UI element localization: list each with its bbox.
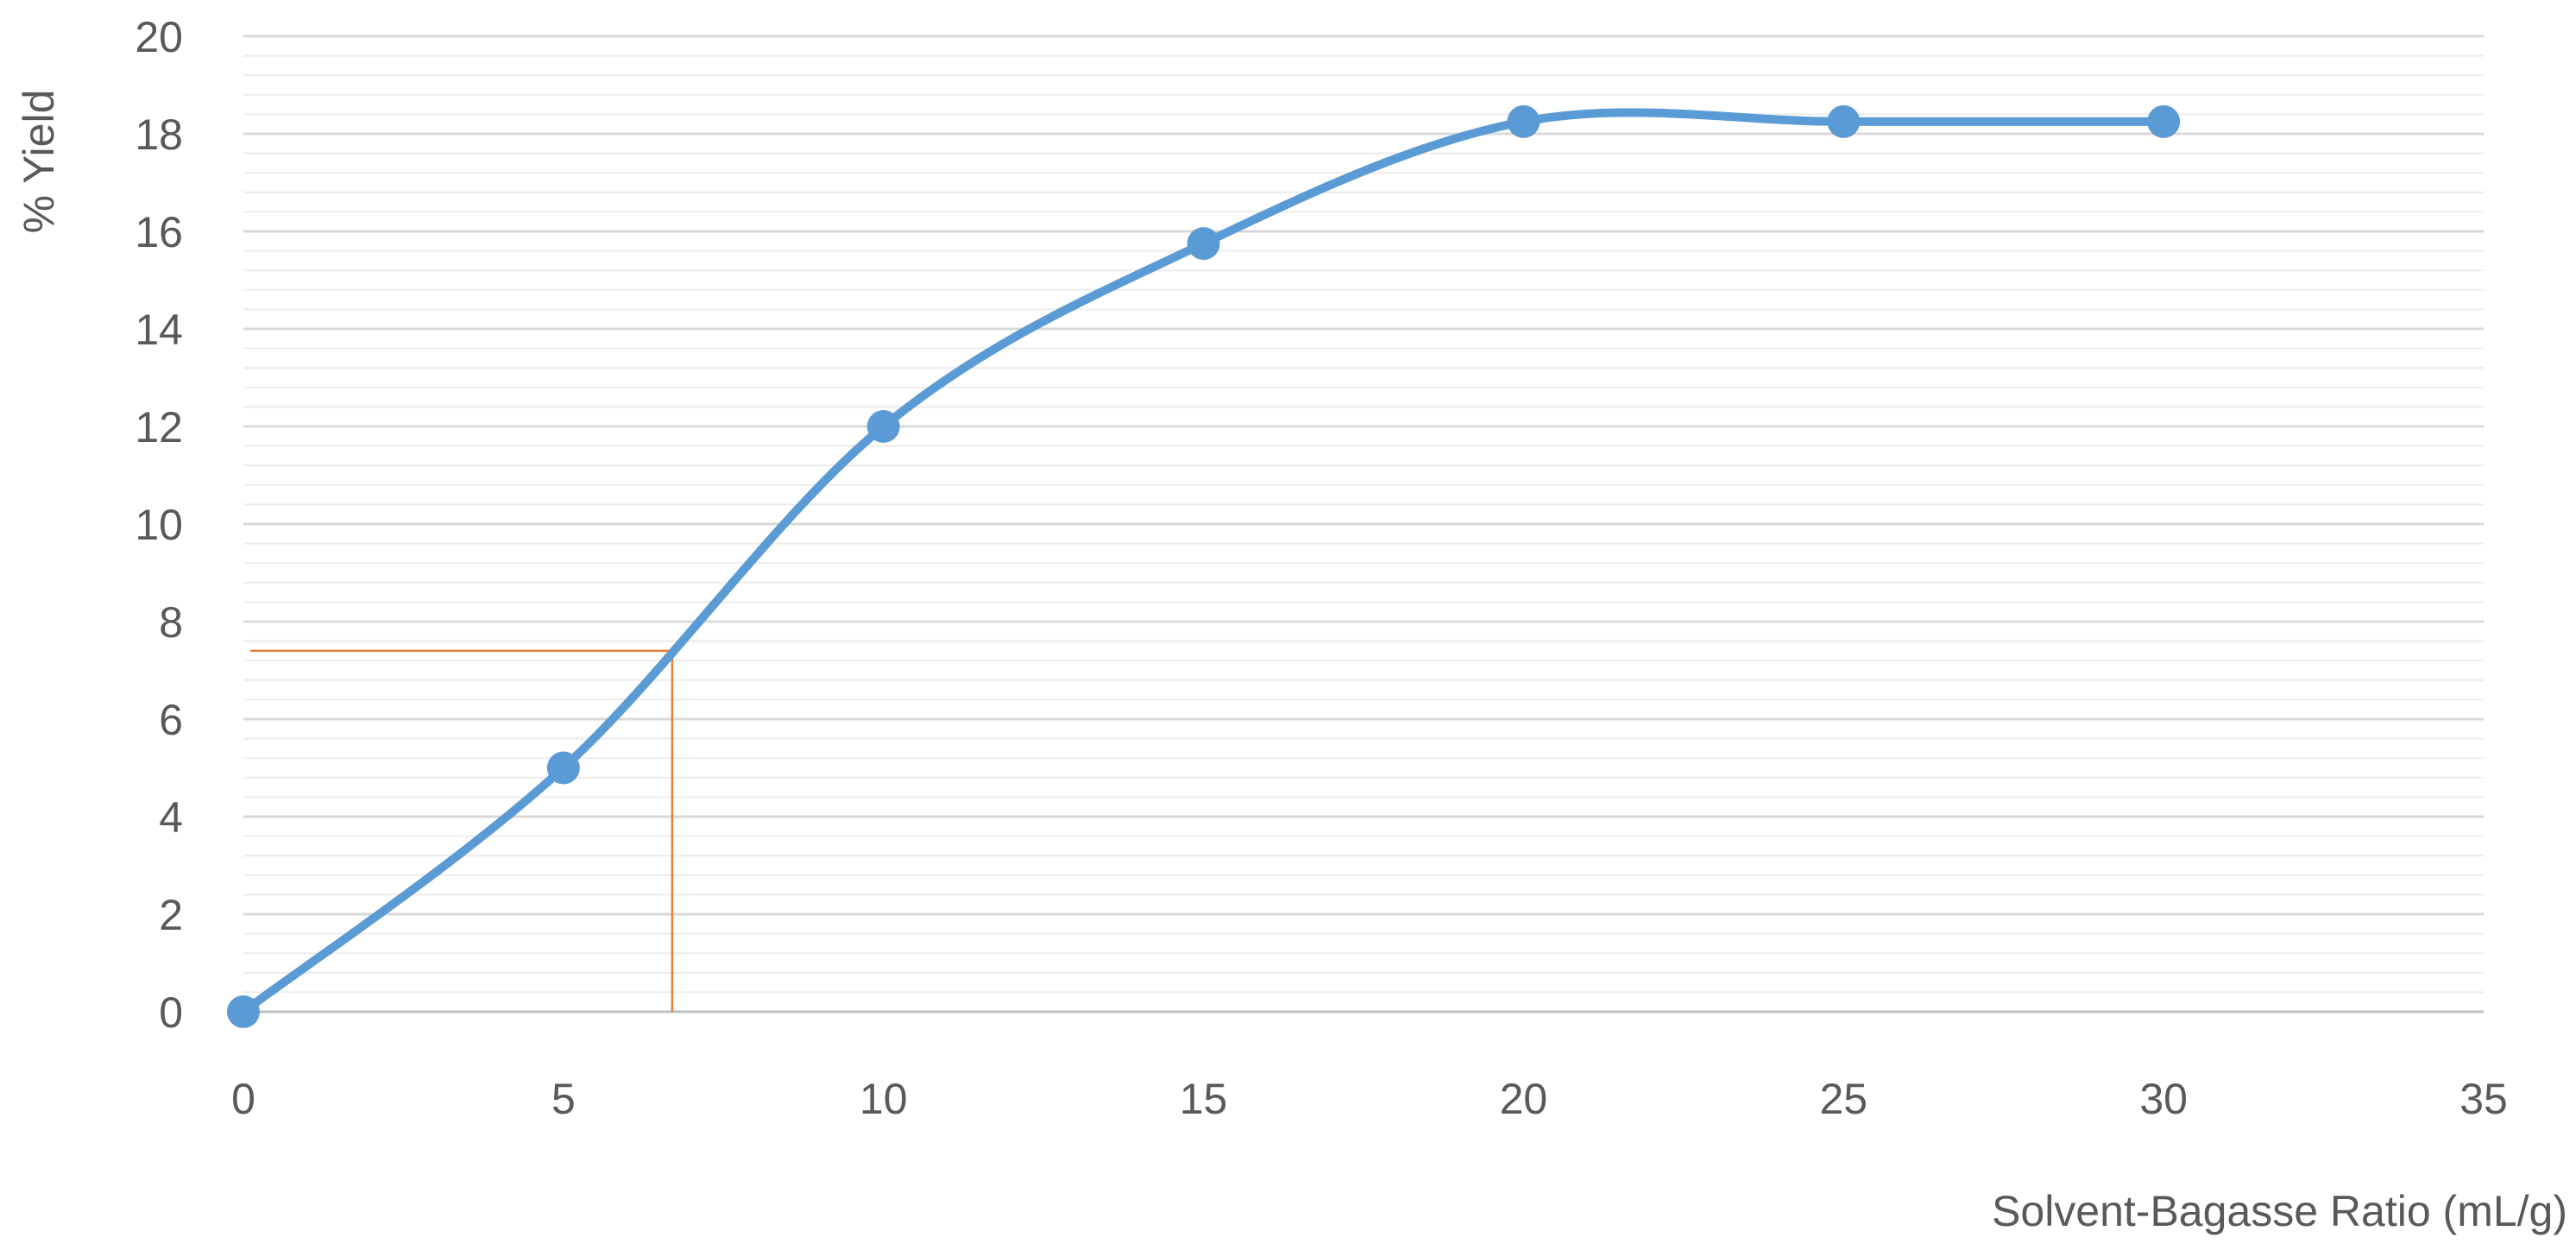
y-tick-label: 16	[135, 208, 183, 256]
x-axis-tick-labels: 0 5 10 15 20 25 30 35	[231, 1075, 2508, 1123]
y-tick-label: 0	[159, 988, 183, 1037]
data-point	[1507, 104, 1540, 138]
x-tick-label: 35	[2459, 1075, 2508, 1123]
x-tick-label: 5	[551, 1075, 576, 1123]
major-gridlines	[243, 35, 2484, 916]
y-tick-label: 18	[135, 110, 183, 159]
y-tick-label: 12	[135, 403, 183, 451]
y-tick-label: 2	[159, 891, 183, 939]
x-tick-label: 0	[231, 1075, 255, 1123]
y-tick-label: 6	[159, 696, 183, 744]
x-tick-label: 20	[1500, 1075, 1548, 1123]
y-tick-label: 14	[135, 306, 183, 354]
data-point	[866, 410, 900, 443]
minor-gridlines	[243, 54, 2484, 994]
y-tick-label: 20	[135, 13, 183, 61]
data-point	[227, 995, 260, 1028]
y-tick-label: 4	[159, 793, 183, 842]
data-points	[227, 104, 2181, 1028]
y-axis-title: % Yield	[15, 90, 63, 234]
data-point	[546, 751, 580, 785]
x-axis-title: Solvent-Bagasse Ratio (mL/g)	[1992, 1187, 2567, 1235]
x-tick-label: 10	[860, 1075, 908, 1123]
x-tick-label: 15	[1180, 1075, 1228, 1123]
data-point	[2147, 104, 2181, 138]
data-point	[1187, 227, 1220, 261]
y-axis-tick-labels: 0 2 4 6 8 10 12 14 16 18 20	[135, 13, 183, 1037]
y-tick-label: 10	[135, 501, 183, 549]
y-tick-label: 8	[159, 598, 183, 647]
x-tick-label: 25	[1819, 1075, 1867, 1123]
reference-lines	[250, 649, 674, 1012]
x-tick-label: 30	[2139, 1075, 2188, 1123]
data-point	[1827, 104, 1861, 138]
